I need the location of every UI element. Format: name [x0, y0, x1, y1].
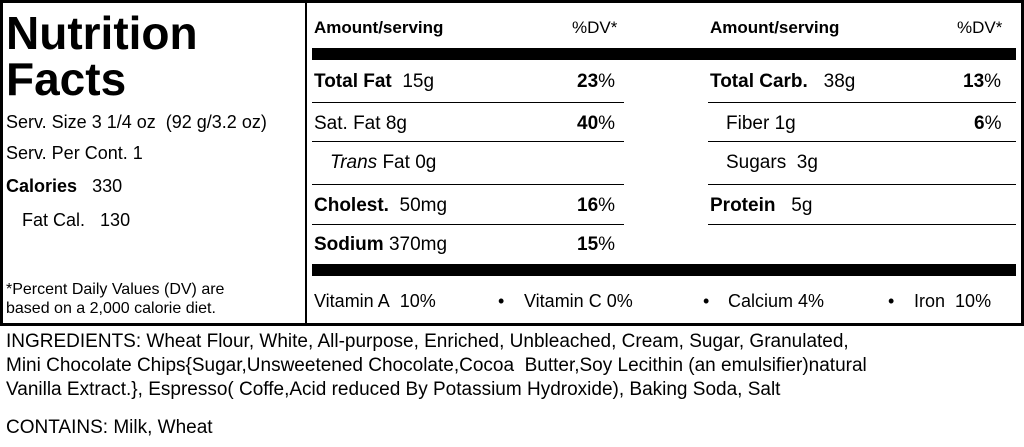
calories-value: 330 — [92, 176, 123, 196]
frame-right — [1021, 0, 1024, 326]
sat-fat-name: Sat. Fat — [314, 113, 381, 134]
sodium-row: Sodium 370mg — [314, 234, 447, 256]
serving-size-label: Serv. Size — [6, 112, 87, 132]
sat-fat-amount: 8g — [385, 113, 407, 134]
servings-value: 1 — [132, 143, 143, 163]
footnote-line2: based on a 2,000 calorie diet. — [6, 300, 216, 317]
ingredients-line2: Mini Chocolate Chips{Sugar,Unsweetened C… — [6, 355, 867, 376]
dv-header-right: %DV* — [957, 18, 1003, 37]
sugars-amount: 3g — [796, 152, 818, 173]
contains-statement: CONTAINS: Milk, Wheat — [6, 417, 213, 438]
cholest-dv: 16% — [577, 195, 616, 216]
row-sep-right-4 — [708, 224, 1016, 225]
total-carb-amount: 38g — [823, 71, 856, 92]
row-sep-right-2 — [708, 141, 1016, 142]
dv-header-left: %DV* — [572, 18, 618, 37]
total-fat-name: Total Fat — [314, 71, 392, 92]
thick-bar-top — [312, 48, 1016, 60]
fiber-name: Fiber — [726, 113, 770, 134]
calories: Calories 330 — [6, 176, 122, 197]
ingredients-line1: INGREDIENTS: Wheat Flour, White, All-pur… — [6, 331, 849, 352]
row-sep-left-1 — [312, 102, 624, 103]
cholest-row: Cholest. 50mg — [314, 195, 447, 217]
total-carb-row: Total Carb. 38g — [710, 71, 855, 93]
ingredients-line3: Vanilla Extract.}, Espresso( Coffe,Acid … — [6, 379, 781, 400]
row-sep-left-2 — [312, 141, 624, 142]
calcium: Calcium 4% — [728, 291, 825, 311]
sat-fat-dv: 40% — [577, 113, 616, 134]
iron: Iron 10% — [914, 291, 992, 311]
sugars-row: Sugars 3g — [726, 152, 818, 174]
title-facts: Facts — [6, 53, 127, 105]
total-fat-row: Total Fat 15g — [314, 71, 434, 93]
bullet-3: • — [888, 291, 895, 311]
amount-per-serving-right: Amount/serving — [710, 18, 840, 37]
total-carb-name: Total Carb. — [710, 71, 808, 92]
serving-size-value: 3 1/4 oz (92 g/3.2 oz) — [91, 112, 267, 132]
protein-amount: 5g — [791, 195, 813, 216]
servings-per-container: Serv. Per Cont. 1 — [6, 143, 143, 164]
cholest-amount: 50mg — [399, 195, 448, 216]
sodium-name: Sodium — [314, 234, 384, 255]
protein-name: Protein — [710, 195, 776, 216]
calories-label: Calories — [6, 176, 78, 196]
trans-fat-name: Fat — [382, 152, 410, 173]
sugars-name: Sugars — [726, 152, 787, 173]
protein-row: Protein 5g — [710, 195, 812, 217]
sodium-amount: 370mg — [388, 234, 448, 255]
sodium-dv: 15% — [577, 234, 616, 255]
fat-cal-value: 130 — [100, 210, 131, 230]
cholest-name: Cholest. — [314, 195, 389, 216]
fiber-amount: 1g — [774, 113, 796, 134]
bullet-2: • — [703, 291, 710, 311]
trans-fat-row: Trans Fat 0g — [330, 152, 436, 174]
row-sep-right-3 — [708, 184, 1016, 185]
serving-size: Serv. Size 3 1/4 oz (92 g/3.2 oz) — [6, 112, 267, 133]
thick-bar-bottom — [312, 264, 1016, 276]
vitamin-c: Vitamin C 0% — [524, 291, 633, 311]
frame-top — [0, 0, 1024, 3]
sat-fat-row: Sat. Fat 8g — [314, 113, 407, 135]
row-sep-right-1 — [708, 102, 1016, 103]
frame-left — [0, 0, 3, 326]
fiber-dv: 6% — [974, 113, 1002, 134]
fat-cal-label: Fat Cal. — [22, 210, 86, 230]
frame-bottom — [0, 323, 1024, 326]
amount-per-serving-left: Amount/serving — [314, 18, 444, 37]
vitamin-a: Vitamin A 10% — [314, 291, 436, 311]
fiber-row: Fiber 1g — [726, 113, 796, 135]
total-fat-amount: 15g — [402, 71, 435, 92]
trans-fat-italic: Trans — [330, 152, 378, 173]
footnote-line1: *Percent Daily Values (DV) are — [6, 281, 225, 298]
servings-label: Serv. Per Cont. — [6, 143, 128, 163]
trans-fat-amount: 0g — [415, 152, 437, 173]
column-divider — [305, 0, 307, 323]
row-sep-left-3 — [312, 184, 624, 185]
bullet-1: • — [498, 291, 505, 311]
total-fat-dv: 23% — [577, 71, 616, 92]
row-sep-left-4 — [312, 224, 624, 225]
fat-calories: Fat Cal. 130 — [22, 210, 130, 231]
title-nutrition: Nutrition — [6, 7, 198, 59]
total-carb-dv: 13% — [963, 71, 1002, 92]
